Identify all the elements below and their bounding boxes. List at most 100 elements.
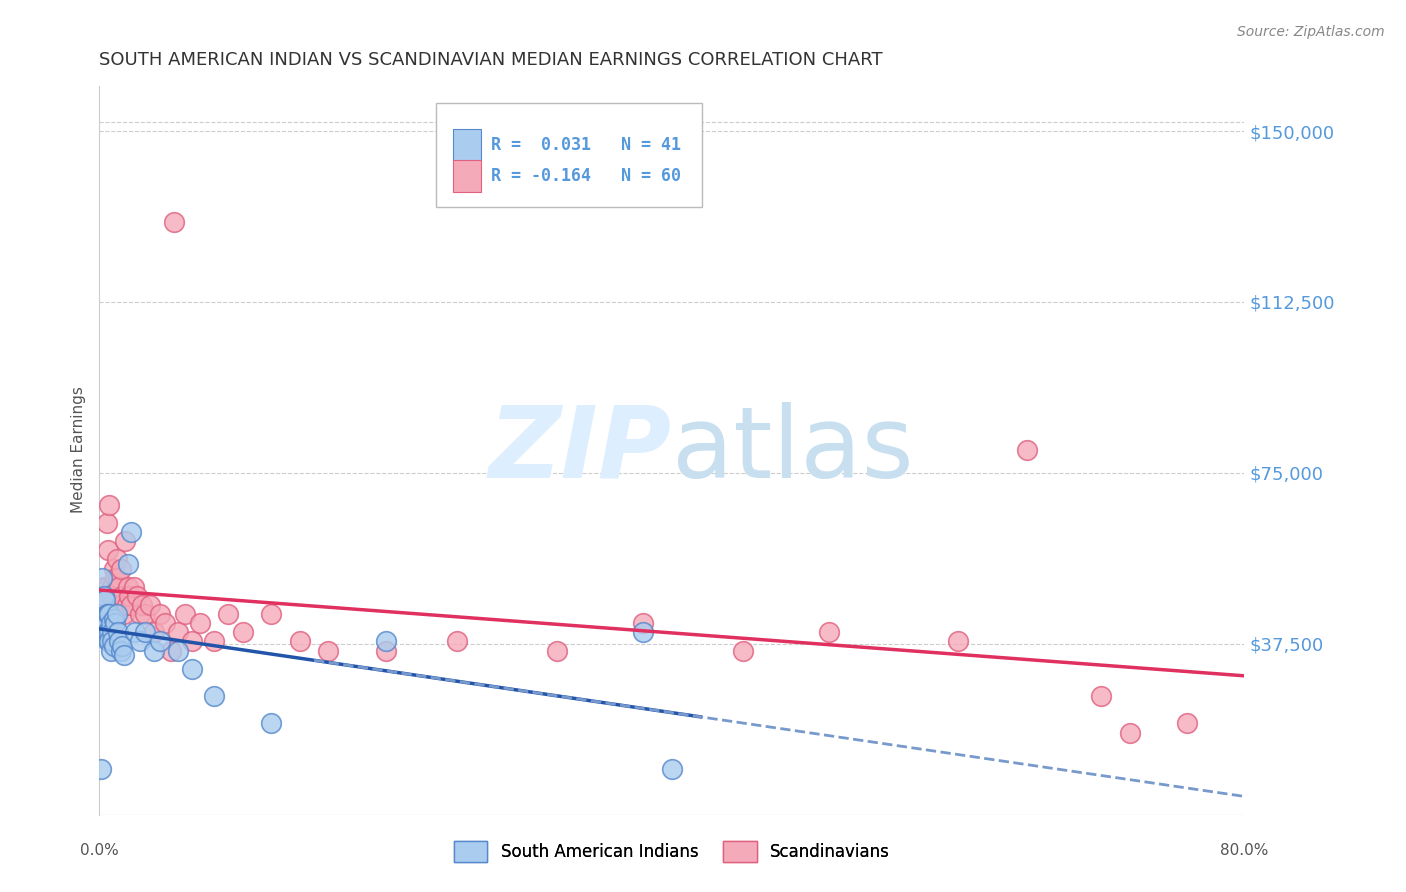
Text: SOUTH AMERICAN INDIAN VS SCANDINAVIAN MEDIAN EARNINGS CORRELATION CHART: SOUTH AMERICAN INDIAN VS SCANDINAVIAN ME… [100, 51, 883, 69]
Point [93, 616, 115, 631]
Point [98, 498, 121, 512]
Text: R =  0.031   N = 41: R = 0.031 N = 41 [491, 136, 681, 154]
Point [90, 762, 112, 776]
Point [93, 589, 115, 603]
Point [1090, 689, 1112, 703]
Text: 0.0%: 0.0% [80, 843, 120, 858]
Point [110, 561, 132, 575]
Point [114, 534, 136, 549]
Point [733, 643, 755, 657]
Point [98, 607, 121, 621]
Point [118, 589, 141, 603]
Point [100, 616, 122, 631]
Point [105, 552, 128, 566]
Point [181, 662, 204, 676]
Point [318, 643, 340, 657]
Point [101, 625, 124, 640]
Point [946, 634, 969, 648]
Point [374, 643, 396, 657]
Point [103, 561, 125, 575]
Point [112, 607, 135, 621]
Point [546, 643, 568, 657]
Point [818, 625, 841, 640]
Point [101, 580, 124, 594]
Point [117, 580, 139, 594]
Point [202, 689, 225, 703]
Point [167, 643, 190, 657]
Point [110, 643, 132, 657]
Point [110, 598, 132, 612]
Point [98, 616, 121, 631]
Point [105, 607, 128, 621]
Point [100, 643, 122, 657]
Point [181, 634, 204, 648]
Point [188, 616, 211, 631]
Point [97, 634, 120, 648]
Point [138, 598, 160, 612]
Text: ZIP: ZIP [489, 401, 672, 499]
Point [103, 639, 125, 653]
Point [104, 598, 127, 612]
Point [202, 634, 225, 648]
Point [115, 598, 138, 612]
Point [103, 607, 125, 621]
Point [108, 580, 131, 594]
Point [108, 634, 131, 648]
Point [101, 634, 124, 648]
Point [128, 607, 150, 621]
Point [128, 634, 150, 648]
Text: 80.0%: 80.0% [1220, 843, 1268, 858]
Point [108, 598, 131, 612]
Point [217, 607, 239, 621]
Point [148, 607, 170, 621]
Point [107, 571, 129, 585]
Point [1015, 443, 1038, 458]
Point [94, 593, 117, 607]
Point [120, 524, 142, 539]
Text: R = -0.164   N = 60: R = -0.164 N = 60 [491, 167, 681, 185]
Point [103, 612, 125, 626]
Point [374, 634, 396, 648]
Point [101, 598, 124, 612]
Point [134, 625, 156, 640]
Text: atlas: atlas [672, 401, 914, 499]
Point [96, 516, 118, 530]
Point [111, 639, 134, 653]
Point [117, 557, 139, 571]
Point [107, 589, 129, 603]
Point [163, 215, 186, 229]
Point [107, 625, 129, 640]
Point [148, 634, 170, 648]
Point [98, 634, 121, 648]
Point [260, 607, 283, 621]
Point [260, 716, 283, 731]
Point [97, 580, 120, 594]
Point [142, 625, 165, 640]
Point [155, 616, 177, 631]
Point [96, 616, 118, 631]
Point [97, 543, 120, 558]
Y-axis label: Median Earnings: Median Earnings [72, 386, 86, 514]
Point [111, 589, 134, 603]
Point [160, 643, 183, 657]
Point [112, 648, 135, 662]
Point [104, 616, 127, 631]
Point [94, 598, 117, 612]
Point [174, 607, 197, 621]
Point [94, 621, 117, 635]
Point [124, 625, 146, 640]
Point [288, 634, 311, 648]
Text: Source: ZipAtlas.com: Source: ZipAtlas.com [1237, 25, 1385, 39]
Legend: South American Indians, Scandinavians: South American Indians, Scandinavians [447, 835, 897, 868]
Point [125, 589, 148, 603]
Point [104, 571, 127, 585]
Point [232, 625, 254, 640]
Point [131, 598, 153, 612]
Point [96, 625, 118, 640]
Point [94, 612, 117, 626]
Point [122, 580, 145, 594]
Point [633, 616, 655, 631]
Point [91, 571, 114, 585]
Point [1119, 725, 1142, 739]
Point [446, 634, 468, 648]
